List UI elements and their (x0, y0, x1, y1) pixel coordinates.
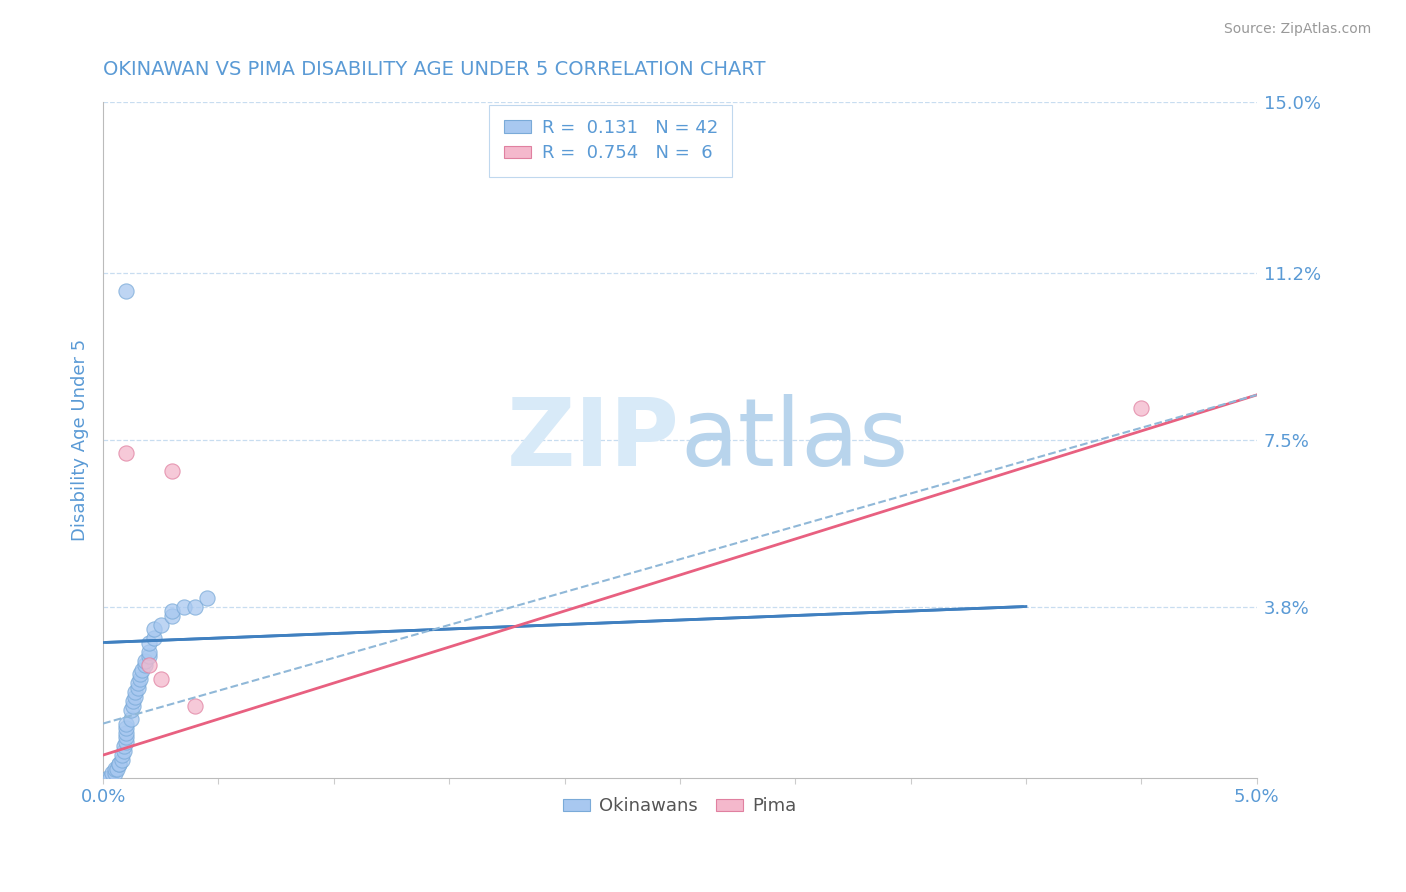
Point (127, 681, 149, 695)
Point (162, 604, 184, 618)
Point (134, 654, 156, 668)
Point (115, 734, 138, 748)
Point (195, 591, 218, 605)
Point (149, 672, 172, 686)
Text: atlas: atlas (681, 394, 908, 486)
Point (173, 599, 195, 614)
Point (110, 747, 132, 762)
Point (108, 757, 131, 772)
Point (108, 757, 131, 772)
Point (112, 743, 135, 757)
Point (184, 698, 207, 713)
Point (138, 644, 160, 658)
Text: Source: ZipAtlas.com: Source: ZipAtlas.com (1223, 22, 1371, 37)
Y-axis label: Disability Age Under 5: Disability Age Under 5 (72, 339, 89, 541)
Point (120, 712, 142, 726)
Point (134, 658, 156, 673)
Point (115, 721, 138, 735)
Point (124, 690, 146, 704)
Point (138, 658, 160, 673)
Point (138, 648, 160, 663)
Point (142, 622, 165, 636)
Point (115, 716, 138, 731)
Point (120, 703, 142, 717)
Text: ZIP: ZIP (508, 394, 681, 486)
Point (124, 685, 146, 699)
Point (138, 635, 160, 649)
Legend: Okinawans, Pima: Okinawans, Pima (555, 790, 804, 822)
Point (115, 730, 138, 744)
Point (131, 663, 153, 677)
Point (149, 617, 172, 632)
Point (162, 608, 184, 623)
Point (112, 739, 135, 753)
Point (122, 698, 145, 713)
Point (98, 771, 121, 785)
Point (127, 676, 149, 690)
Text: OKINAWAN VS PIMA DISABILITY AGE UNDER 5 CORRELATION CHART: OKINAWAN VS PIMA DISABILITY AGE UNDER 5 … (103, 60, 766, 78)
Point (184, 599, 207, 614)
Point (162, 465, 184, 479)
Point (1130, 401, 1153, 416)
Point (142, 631, 165, 645)
Point (129, 667, 152, 681)
Point (115, 285, 138, 299)
Point (104, 762, 127, 776)
Point (97, 771, 120, 785)
Point (104, 766, 127, 780)
Point (129, 672, 152, 686)
Point (115, 725, 138, 739)
Point (115, 446, 138, 460)
Point (101, 766, 124, 780)
Point (110, 753, 132, 767)
Point (122, 694, 145, 708)
Point (105, 762, 128, 776)
